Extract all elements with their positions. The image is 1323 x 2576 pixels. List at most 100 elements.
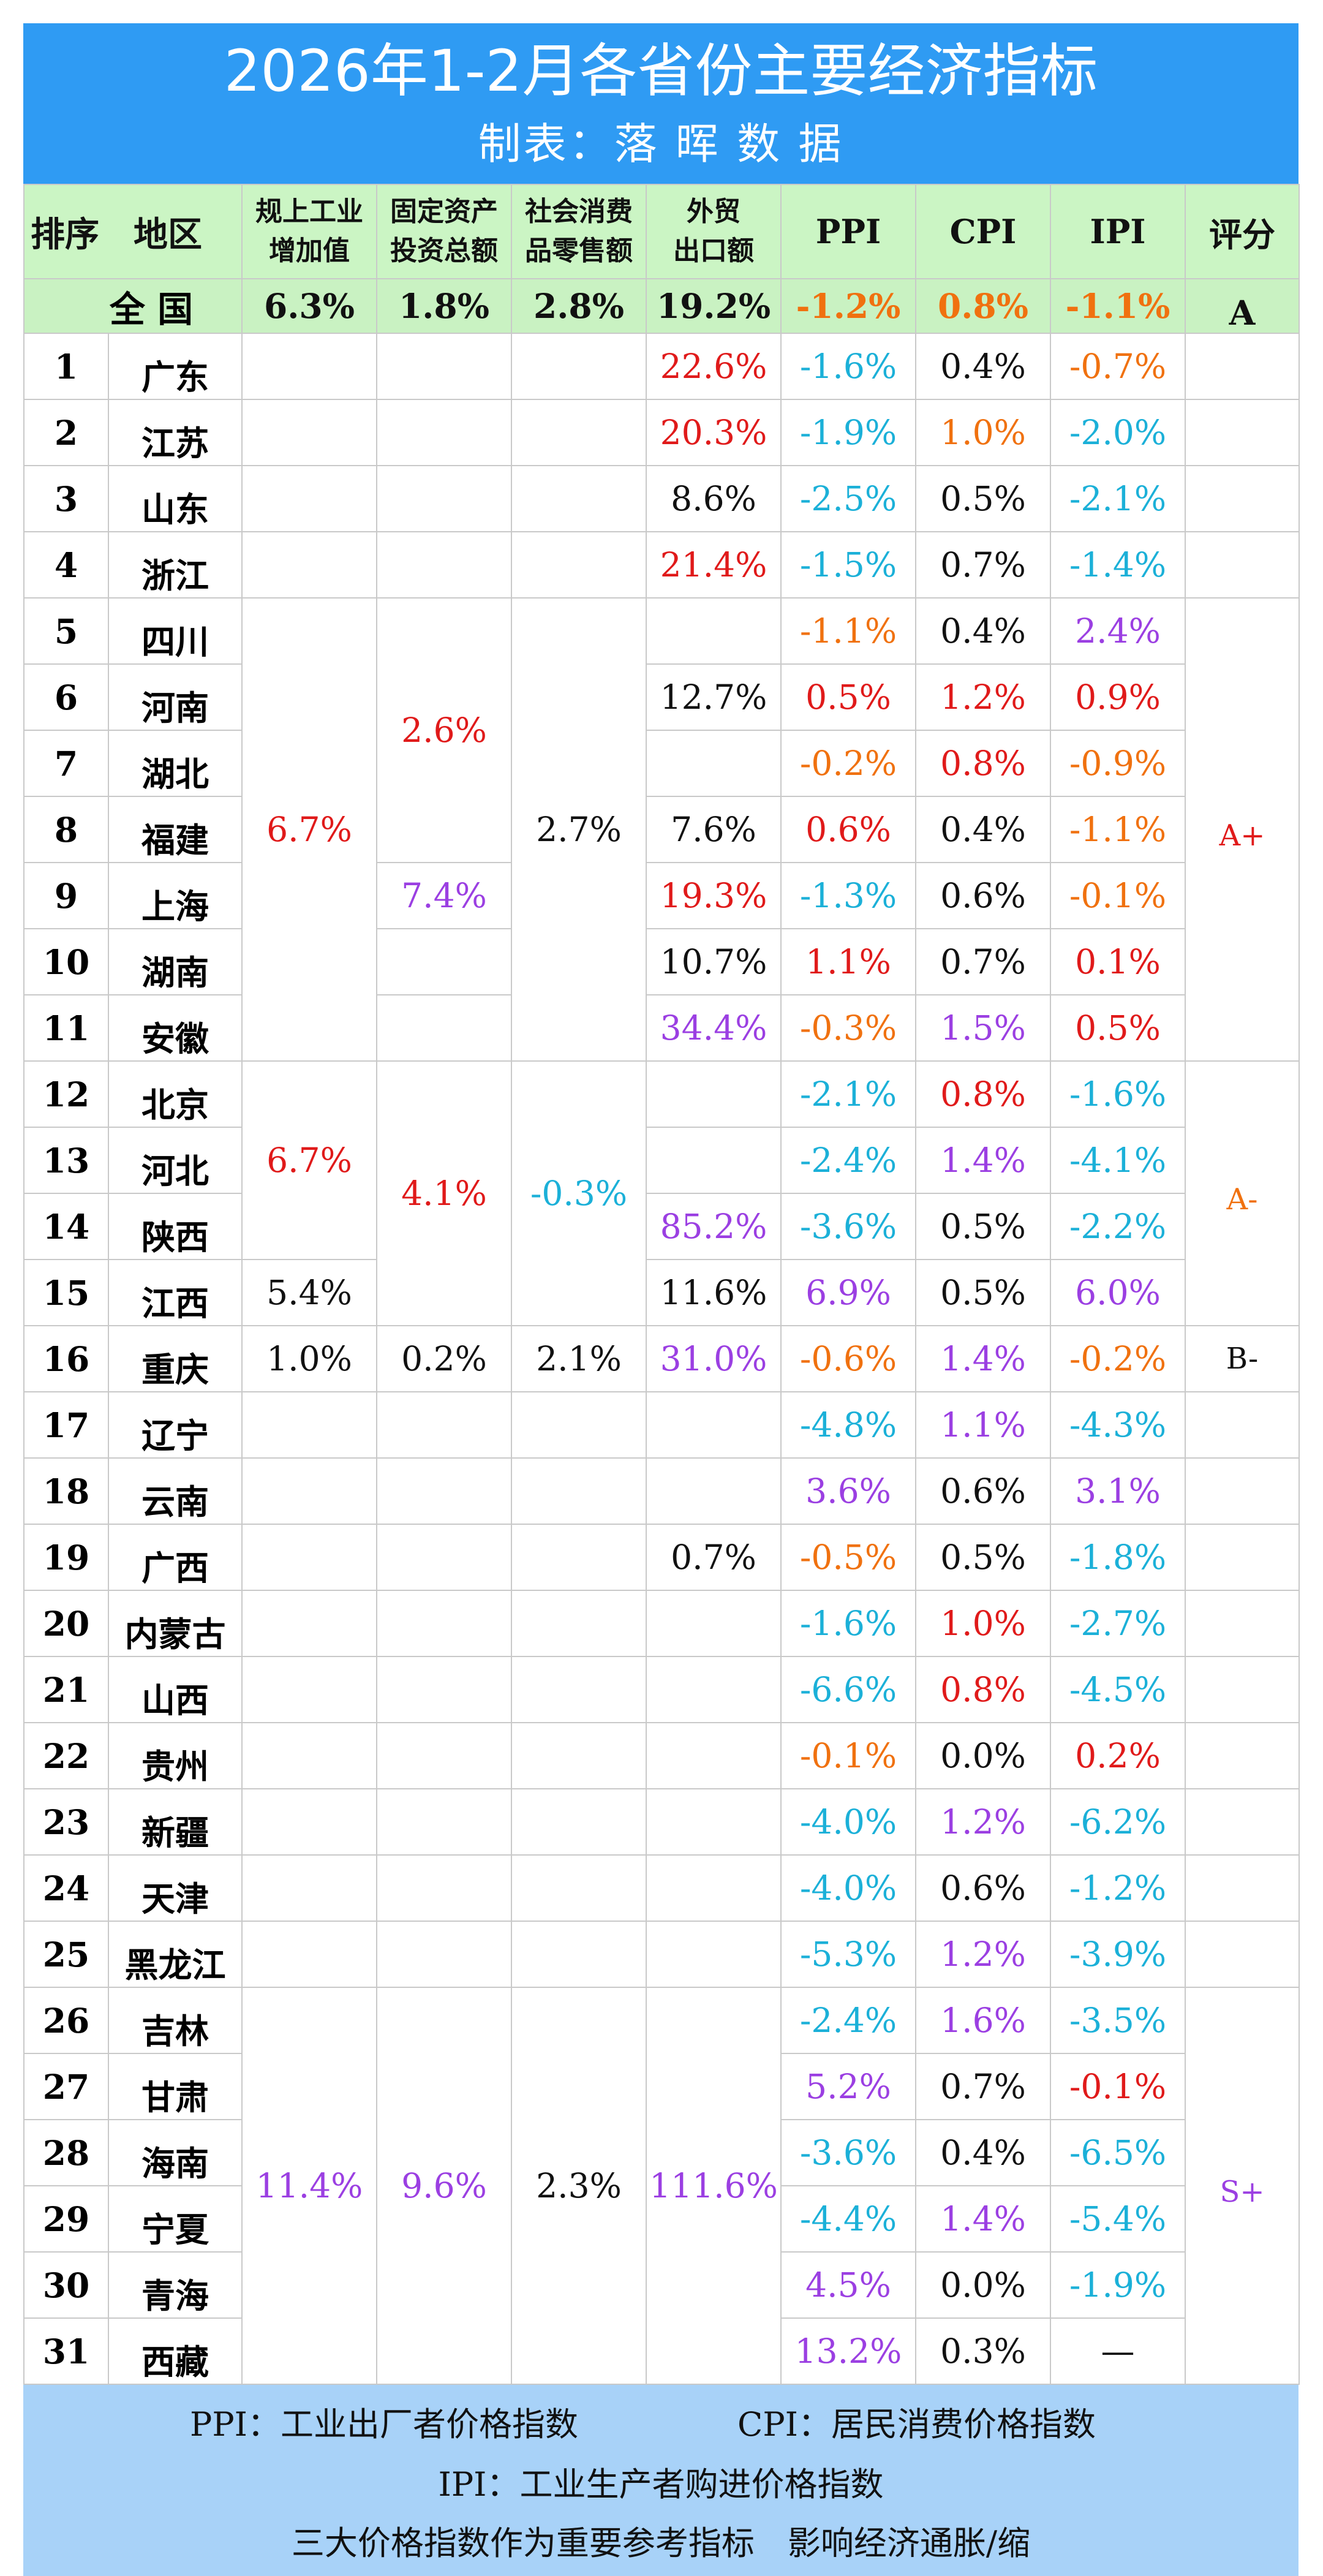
retail-cell — [511, 1457, 647, 1525]
industrial-cell: 5.4% — [241, 1259, 377, 1326]
grade-cell — [1185, 1590, 1300, 1657]
table-row: 8 福建 7.6% 0.6% 0.4% -1.1% — [23, 796, 1299, 863]
grade-cell: S+ — [1185, 1987, 1300, 2385]
region-cell: 重庆 — [108, 1325, 243, 1392]
header-cpi: CPI — [915, 184, 1051, 279]
table-row: 18 云南 3.6% 0.6% 3.1% — [23, 1457, 1300, 1525]
cpi-cell: 0.0% — [915, 1722, 1051, 1789]
export-cell — [646, 1788, 782, 1856]
cpi-cell: 0.4% — [915, 2119, 1051, 2186]
region-cell: 江苏 — [108, 399, 243, 466]
industrial-cell: 6.7% — [241, 1060, 377, 1260]
table-row: 7 湖北 -0.2% 0.8% -0.9% — [23, 730, 1299, 797]
national-grade: A — [1185, 278, 1300, 334]
ipi-cell: -6.5% — [1050, 2119, 1186, 2186]
retail-cell — [511, 1854, 647, 1922]
export-cell: 31.0% — [646, 1325, 782, 1392]
region-cell: 甘肃 — [108, 2053, 243, 2120]
rank-cell: 8 — [23, 796, 109, 863]
industrial-cell — [241, 531, 377, 599]
table-row: 11 安徽 34.4% -0.3% 1.5% 0.5% — [23, 994, 1299, 1062]
region-cell: 黑龙江 — [108, 1921, 243, 1988]
table-row: 16 重庆 1.0% 0.2% 2.1% 31.0% -0.6% 1.4% -0.2% B- — [23, 1325, 1300, 1392]
export-cell: 0.7% — [646, 1524, 782, 1591]
cpi-cell: 0.4% — [915, 597, 1051, 665]
rank-cell: 24 — [23, 1854, 109, 1922]
header-rank-region: 排序 地区 — [23, 184, 243, 279]
ppi-cell: -1.3% — [780, 862, 916, 929]
export-cell: 12.7% — [646, 663, 782, 731]
ipi-cell: -6.2% — [1050, 1788, 1186, 1856]
grade-cell — [1185, 1854, 1300, 1922]
investment-cell — [376, 994, 512, 1062]
ppi-cell: -4.8% — [780, 1391, 916, 1459]
rank-cell: 1 — [23, 333, 109, 400]
ipi-cell: 6.0% — [1050, 1259, 1186, 1326]
grade-cell — [1185, 531, 1300, 599]
export-cell — [646, 1722, 782, 1789]
region-cell: 新疆 — [108, 1788, 243, 1856]
cpi-cell: 1.1% — [915, 1391, 1051, 1459]
region-cell: 海南 — [108, 2119, 243, 2186]
region-cell: 福建 — [108, 796, 243, 863]
footer-notes: PPI：工业出厂者价格指数 CPI：居民消费价格指数 IPI：工业生产者购进价格… — [23, 2385, 1298, 2576]
rank-cell: 30 — [23, 2251, 109, 2319]
rank-cell: 26 — [23, 1987, 109, 2054]
cpi-cell: 0.3% — [915, 2317, 1051, 2385]
export-cell: 85.2% — [646, 1193, 782, 1260]
cpi-cell: 0.4% — [915, 796, 1051, 863]
table-row: 26 吉林 11.4% 9.6% 2.3% 111.6% -2.4% 1.6% -3.5% S+ — [23, 1987, 1300, 2385]
export-cell: 111.6% — [646, 1987, 782, 2385]
industrial-cell — [241, 1656, 377, 1723]
ipi-cell: -0.1% — [1050, 862, 1186, 929]
investment-cell: 4.1% — [376, 1060, 512, 1326]
ipi-cell: -2.0% — [1050, 399, 1186, 466]
grade-cell — [1185, 1656, 1300, 1723]
ppi-note: PPI：工业出厂者价格指数 — [190, 2405, 578, 2444]
rank-cell: 22 — [23, 1722, 109, 1789]
export-cell — [646, 1590, 782, 1657]
industrial-cell — [241, 1854, 377, 1922]
export-cell — [646, 1127, 782, 1194]
cpi-cell: 1.6% — [915, 1987, 1051, 2054]
investment-cell — [376, 465, 512, 532]
retail-cell: -0.3% — [511, 1060, 647, 1326]
investment-cell — [376, 1524, 512, 1591]
national-ipi: -1.1% — [1050, 278, 1186, 334]
industrial-cell — [241, 1921, 377, 1988]
region-cell: 天津 — [108, 1854, 243, 1922]
header-grade: 评分 — [1185, 184, 1300, 279]
region-cell: 内蒙古 — [108, 1590, 243, 1657]
cpi-cell: 0.7% — [915, 928, 1051, 995]
cpi-cell: 0.6% — [915, 1854, 1051, 1922]
table-row: 1 广东 22.6% -1.6% 0.4% -0.7% — [23, 333, 1300, 400]
rank-cell: 14 — [23, 1193, 109, 1260]
export-cell — [646, 1391, 782, 1459]
table-row: 4 浙江 21.4% -1.5% 0.7% -1.4% — [23, 531, 1300, 599]
ppi-cell: -4.4% — [780, 2185, 916, 2253]
cpi-cell: 1.4% — [915, 2185, 1051, 2253]
ppi-cell: 13.2% — [780, 2317, 916, 2385]
rank-cell: 31 — [23, 2317, 109, 2385]
investment-cell — [376, 531, 512, 599]
ipi-cell: -1.2% — [1050, 1854, 1186, 1922]
national-retail: 2.8% — [511, 278, 647, 334]
table-row: 12 北京 6.7% 4.1% -0.3% -2.1% 0.8% -1.6% A- — [23, 1060, 1300, 1326]
table-row: 20 内蒙古 -1.6% 1.0% -2.7% — [23, 1590, 1300, 1657]
ppi-cell: -0.6% — [780, 1325, 916, 1392]
rank-cell: 4 — [23, 531, 109, 599]
export-cell — [646, 1457, 782, 1525]
investment-cell: 7.4% — [376, 862, 512, 929]
rank-cell: 23 — [23, 1788, 109, 1856]
ipi-cell: -3.9% — [1050, 1921, 1186, 1988]
export-cell — [646, 730, 782, 797]
table-row: 17 辽宁 -4.8% 1.1% -4.3% — [23, 1391, 1300, 1459]
ppi-cell: -2.4% — [780, 1987, 916, 2054]
investment-cell — [376, 1391, 512, 1459]
grade-cell: A+ — [1185, 597, 1300, 1062]
header-retail: 社会消费 品零售额 — [511, 184, 647, 279]
region-cell: 河北 — [108, 1127, 243, 1194]
page-title: 2026年1-2月各省份主要经济指标 — [224, 38, 1098, 105]
rank-cell: 2 — [23, 399, 109, 466]
export-cell: 19.3% — [646, 862, 782, 929]
